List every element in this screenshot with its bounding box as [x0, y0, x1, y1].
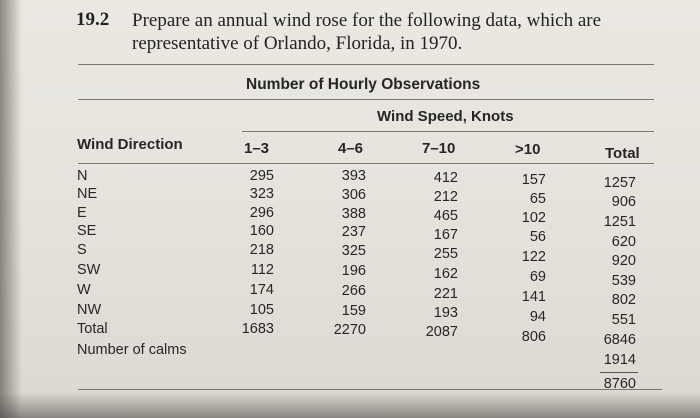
total-speed-4-6: 2270 — [333, 322, 366, 338]
direction-label: E — [77, 205, 87, 221]
cell-speed-7-10: 162 — [433, 266, 458, 282]
rule-under-headers — [78, 163, 654, 164]
direction-label: W — [77, 282, 91, 298]
cell-speed-4-6: 196 — [341, 263, 366, 279]
problem-number: 19.2 — [76, 9, 110, 30]
cell-speed-1-3: 174 — [249, 282, 274, 298]
page-shadow-left — [0, 0, 22, 418]
cell-speed-4-6: 237 — [341, 224, 366, 240]
cell-speed-over-10: 94 — [529, 309, 546, 325]
problem-statement: Prepare an annual wind rose for the foll… — [132, 10, 602, 54]
total-all-speeds: 6846 — [603, 332, 636, 348]
header-speed-7-10: 7–10 — [422, 140, 456, 157]
cell-total: 620 — [611, 234, 636, 250]
cell-speed-4-6: 393 — [341, 168, 366, 184]
cell-speed-7-10: 465 — [433, 208, 458, 224]
grand-total: 8760 — [603, 376, 636, 392]
direction-label: SW — [77, 262, 101, 278]
cell-speed-over-10: 141 — [521, 289, 546, 305]
cell-speed-1-3: 218 — [249, 242, 274, 258]
cell-speed-1-3: 296 — [249, 205, 274, 221]
total-speed-over-10: 806 — [521, 329, 546, 345]
rule-under-title — [78, 99, 654, 100]
table-title: Number of Hourly Observations — [246, 76, 481, 93]
cell-speed-7-10: 193 — [433, 305, 458, 321]
cell-speed-over-10: 69 — [529, 269, 546, 285]
header-speed-over-10: >10 — [515, 141, 541, 158]
cell-speed-4-6: 306 — [341, 187, 366, 203]
cell-total: 920 — [611, 253, 636, 269]
table-subtitle: Wind Speed, Knots — [377, 108, 514, 125]
page-shadow-bottom — [0, 392, 700, 418]
direction-label: SE — [77, 223, 97, 239]
direction-label: N — [77, 168, 88, 184]
header-total: Total — [605, 145, 640, 162]
cell-speed-4-6: 388 — [341, 206, 366, 222]
direction-label: S — [77, 242, 87, 258]
cell-total: 1251 — [603, 214, 636, 230]
cell-total: 1257 — [603, 175, 636, 191]
cell-speed-1-3: 323 — [249, 186, 274, 202]
cell-total: 551 — [611, 312, 636, 328]
direction-label: NE — [77, 186, 98, 202]
cell-speed-over-10: 65 — [529, 191, 546, 207]
header-wind-direction: Wind Direction — [77, 136, 183, 153]
cell-speed-1-3: 295 — [249, 168, 274, 184]
cell-speed-7-10: 212 — [433, 189, 458, 205]
cell-speed-7-10: 412 — [433, 170, 458, 186]
rule-bottom — [78, 389, 662, 390]
sum-rule — [600, 372, 638, 373]
rule-top — [78, 64, 654, 65]
cell-speed-4-6: 266 — [341, 283, 366, 299]
cell-speed-over-10: 157 — [521, 172, 546, 188]
cell-total: 802 — [611, 292, 636, 308]
calms-total: 1914 — [603, 352, 636, 368]
header-speed-1-3: 1–3 — [244, 140, 270, 157]
cell-speed-1-3: 160 — [249, 223, 274, 239]
total-speed-1-3: 1683 — [241, 321, 274, 337]
calms-label: Number of calms — [77, 342, 187, 358]
cell-speed-over-10: 122 — [521, 249, 546, 265]
cell-speed-over-10: 102 — [521, 210, 546, 226]
cell-speed-7-10: 221 — [433, 286, 458, 302]
direction-label: NW — [77, 302, 102, 318]
total-speed-7-10: 2087 — [425, 324, 458, 340]
cell-total: 539 — [611, 273, 636, 289]
cell-total: 906 — [611, 194, 636, 210]
cell-speed-1-3: 105 — [249, 302, 274, 318]
cell-speed-4-6: 159 — [341, 303, 366, 319]
header-speed-4-6: 4–6 — [338, 140, 364, 157]
total-row-label: Total — [77, 321, 108, 337]
cell-speed-7-10: 255 — [433, 246, 458, 262]
cell-speed-over-10: 56 — [529, 229, 546, 245]
cell-speed-4-6: 325 — [341, 243, 366, 259]
cell-speed-7-10: 167 — [433, 227, 458, 243]
rule-under-subtitle — [242, 131, 654, 132]
cell-speed-1-3: 112 — [250, 262, 274, 278]
